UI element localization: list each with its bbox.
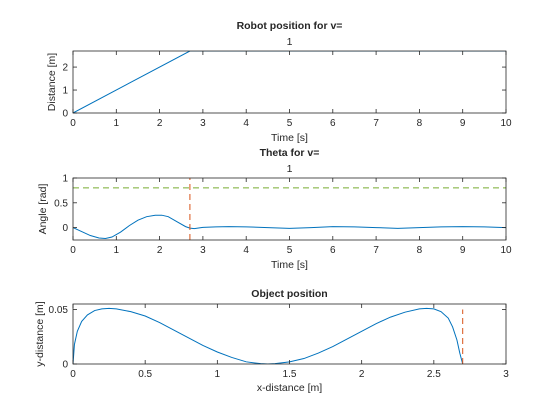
y-tick-label: 0 <box>62 360 68 371</box>
y-tick-label: 0 <box>62 223 68 234</box>
position-subplot: 0 1 2 3 4 5 6 7 8 9 10 0 1 2 Robot position for v= 1 Tim… <box>46 20 512 144</box>
x-tick-label: 10 <box>500 118 512 129</box>
x-tick-label: 0 <box>70 245 76 256</box>
position-y-axis-label: Distance [m] <box>46 53 58 111</box>
x-tick-label: 8 <box>417 245 423 256</box>
object-subplot: 0 0.5 1 1.5 2 2.5 3 0 0.05 Object position x-dista… <box>34 288 509 394</box>
x-tick-label: 3 <box>200 245 206 256</box>
y-tick-label: 2 <box>62 63 68 74</box>
x-tick-label: 1 <box>215 369 221 380</box>
x-tick-label: 5 <box>287 245 293 256</box>
theta-subtitle: 1 <box>287 163 293 175</box>
x-tick-label: 7 <box>373 118 379 129</box>
theta-subplot: 0 1 2 3 4 5 6 7 8 9 10 0 0.5 1 Theta for v= 1 Time [s] An… <box>37 147 512 271</box>
position-title: Robot position for v= <box>237 20 343 32</box>
y-tick-label: 0 <box>62 109 68 120</box>
object-x-axis-label: x-distance [m] <box>257 382 322 394</box>
x-tick-label: 4 <box>243 245 249 256</box>
x-tick-label: 0.5 <box>138 369 152 380</box>
x-tick-label: 0 <box>70 369 76 380</box>
x-tick-label: 8 <box>417 118 423 129</box>
x-tick-label: 2 <box>157 118 163 129</box>
x-tick-label: 4 <box>243 118 249 129</box>
theta-y-axis-label: Angle [rad] <box>37 184 49 235</box>
theta-title: Theta for v= <box>260 147 320 159</box>
x-tick-label: 2 <box>359 369 365 380</box>
x-tick-label: 6 <box>330 245 336 256</box>
x-tick-label: 10 <box>500 245 512 256</box>
theta-plot-area <box>73 178 506 240</box>
x-tick-label: 1 <box>114 245 120 256</box>
x-tick-label: 9 <box>460 118 466 129</box>
x-tick-label: 2 <box>157 245 163 256</box>
x-tick-label: 3 <box>200 118 206 129</box>
x-tick-label: 1 <box>114 118 120 129</box>
x-tick-label: 2.5 <box>427 369 441 380</box>
object-y-axis-label: y-distance [m] <box>34 301 46 366</box>
y-tick-label: 1 <box>62 86 68 97</box>
x-tick-label: 7 <box>373 245 379 256</box>
position-x-axis-label: Time [s] <box>271 132 308 144</box>
theta-x-axis-label: Time [s] <box>271 259 308 271</box>
y-tick-label: 1 <box>62 174 68 185</box>
x-tick-label: 1.5 <box>283 369 297 380</box>
x-tick-label: 6 <box>330 118 336 129</box>
object-title: Object position <box>251 288 327 300</box>
object-plot-area <box>73 304 506 364</box>
y-tick-label: 0.5 <box>54 198 68 209</box>
position-plot-area <box>73 51 506 113</box>
x-tick-label: 5 <box>287 118 293 129</box>
x-tick-label: 9 <box>460 245 466 256</box>
x-tick-label: 3 <box>503 369 509 380</box>
y-tick-label: 0.05 <box>49 305 69 316</box>
x-tick-label: 0 <box>70 118 76 129</box>
position-subtitle: 1 <box>287 36 293 48</box>
